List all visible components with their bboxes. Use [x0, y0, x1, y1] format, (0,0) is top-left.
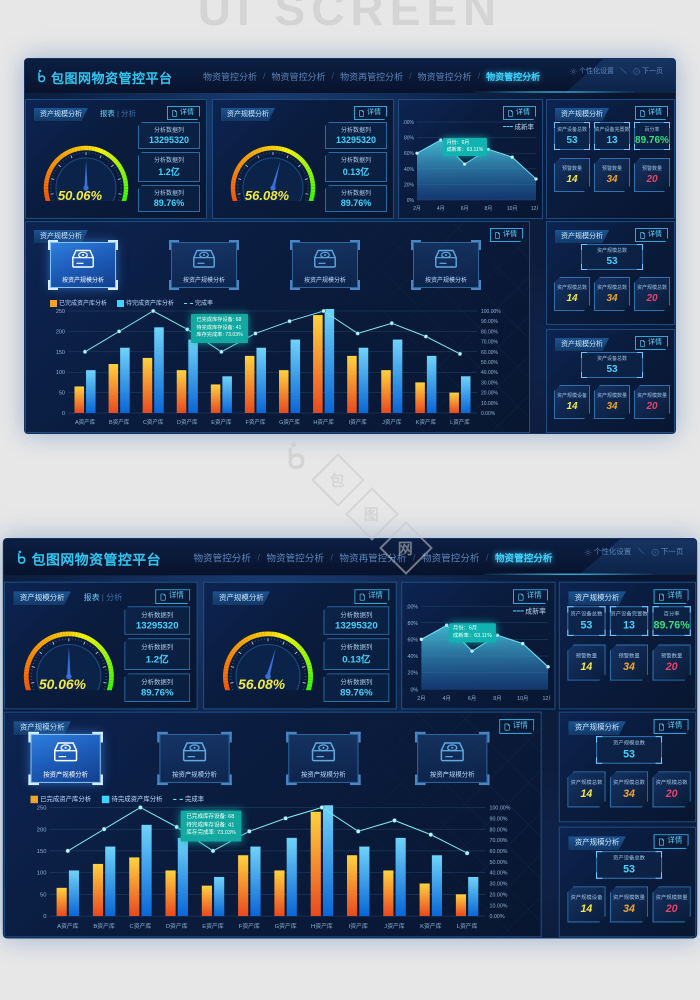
svg-text:0.00%: 0.00% [490, 914, 505, 920]
svg-text:90.00%: 90.00% [490, 816, 508, 822]
svg-text:C资产库: C资产库 [130, 922, 152, 930]
svg-text:60.00%: 60.00% [481, 350, 499, 356]
svg-text:A资产库: A资产库 [75, 418, 96, 426]
svg-text:80%: 80% [404, 136, 415, 142]
svg-text:12月: 12月 [542, 695, 550, 702]
svg-text:250: 250 [56, 309, 65, 315]
svg-text:150: 150 [56, 350, 65, 356]
svg-text:I资产库: I资产库 [349, 418, 368, 426]
svg-text:12月: 12月 [531, 206, 538, 212]
svg-text:40%: 40% [408, 654, 419, 660]
svg-text:E资产库: E资产库 [211, 418, 232, 426]
svg-text:60%: 60% [404, 151, 415, 157]
svg-text:K资产库: K资产库 [420, 922, 442, 930]
svg-text:80.00%: 80.00% [490, 827, 508, 833]
svg-text:4月: 4月 [443, 695, 451, 702]
svg-text:D资产库: D资产库 [177, 418, 198, 426]
svg-text:40.00%: 40.00% [490, 871, 508, 877]
svg-text:50.00%: 50.00% [490, 860, 508, 866]
svg-text:0%: 0% [410, 687, 418, 693]
svg-text:C资产库: C资产库 [143, 418, 164, 426]
svg-text:100.00%: 100.00% [490, 806, 511, 812]
svg-text:200: 200 [37, 827, 48, 833]
svg-text:30.00%: 30.00% [481, 380, 499, 386]
svg-text:200: 200 [56, 329, 65, 335]
svg-text:250: 250 [37, 806, 48, 812]
svg-text:6月: 6月 [461, 206, 469, 212]
svg-text:0: 0 [62, 411, 65, 417]
svg-text:0%: 0% [407, 198, 415, 204]
svg-text:20.00%: 20.00% [481, 391, 499, 397]
svg-text:150: 150 [37, 849, 48, 855]
svg-text:80%: 80% [408, 621, 419, 627]
svg-text:2月: 2月 [413, 206, 421, 212]
svg-text:K资产库: K资产库 [416, 418, 437, 426]
svg-text:50: 50 [59, 391, 65, 397]
svg-text:0.00%: 0.00% [481, 411, 496, 417]
svg-text:20%: 20% [408, 671, 419, 677]
svg-text:50: 50 [40, 892, 47, 898]
svg-text:H资产库: H资产库 [311, 922, 333, 930]
svg-text:80.00%: 80.00% [481, 329, 499, 335]
svg-text:D资产库: D资产库 [166, 922, 188, 930]
svg-text:100%: 100% [403, 120, 415, 126]
svg-text:F资产库: F资产库 [239, 922, 260, 930]
svg-text:40.00%: 40.00% [481, 370, 499, 376]
svg-text:J资产库: J资产库 [384, 922, 405, 930]
svg-text:A资产库: A资产库 [57, 922, 79, 930]
svg-text:I资产库: I资产库 [349, 922, 368, 930]
svg-text:70.00%: 70.00% [490, 838, 508, 844]
svg-text:2月: 2月 [417, 695, 425, 702]
svg-text:50.00%: 50.00% [481, 360, 499, 366]
svg-text:20%: 20% [404, 182, 415, 188]
svg-text:G资产库: G资产库 [275, 922, 297, 930]
svg-text:10月: 10月 [507, 206, 518, 212]
svg-text:L资产库: L资产库 [450, 418, 470, 426]
svg-text:H资产库: H资产库 [313, 418, 334, 426]
svg-text:G资产库: G资产库 [279, 418, 300, 426]
svg-text:B资产库: B资产库 [109, 418, 130, 426]
svg-text:100: 100 [37, 871, 48, 877]
svg-text:70.00%: 70.00% [481, 340, 499, 346]
svg-text:10月: 10月 [517, 695, 528, 702]
svg-text:B资产库: B资产库 [93, 922, 115, 930]
svg-text:100%: 100% [406, 604, 418, 610]
svg-text:100: 100 [56, 370, 65, 376]
svg-text:E资产库: E资产库 [202, 922, 224, 930]
svg-text:30.00%: 30.00% [490, 882, 508, 888]
svg-text:6月: 6月 [468, 695, 476, 702]
svg-text:L资产库: L资产库 [457, 922, 478, 930]
svg-text:F资产库: F资产库 [246, 418, 266, 426]
svg-text:8月: 8月 [493, 695, 501, 702]
svg-text:100.00%: 100.00% [481, 309, 501, 315]
svg-text:10.00%: 10.00% [490, 903, 508, 909]
svg-text:0: 0 [43, 914, 47, 920]
svg-text:8月: 8月 [485, 206, 493, 212]
svg-text:60%: 60% [408, 638, 419, 644]
svg-text:20.00%: 20.00% [490, 892, 508, 898]
svg-text:10.00%: 10.00% [481, 401, 499, 407]
svg-text:J资产库: J资产库 [382, 418, 402, 426]
svg-text:60.00%: 60.00% [490, 849, 508, 855]
svg-text:90.00%: 90.00% [481, 319, 499, 325]
svg-text:4月: 4月 [437, 206, 445, 212]
svg-text:40%: 40% [404, 167, 415, 173]
